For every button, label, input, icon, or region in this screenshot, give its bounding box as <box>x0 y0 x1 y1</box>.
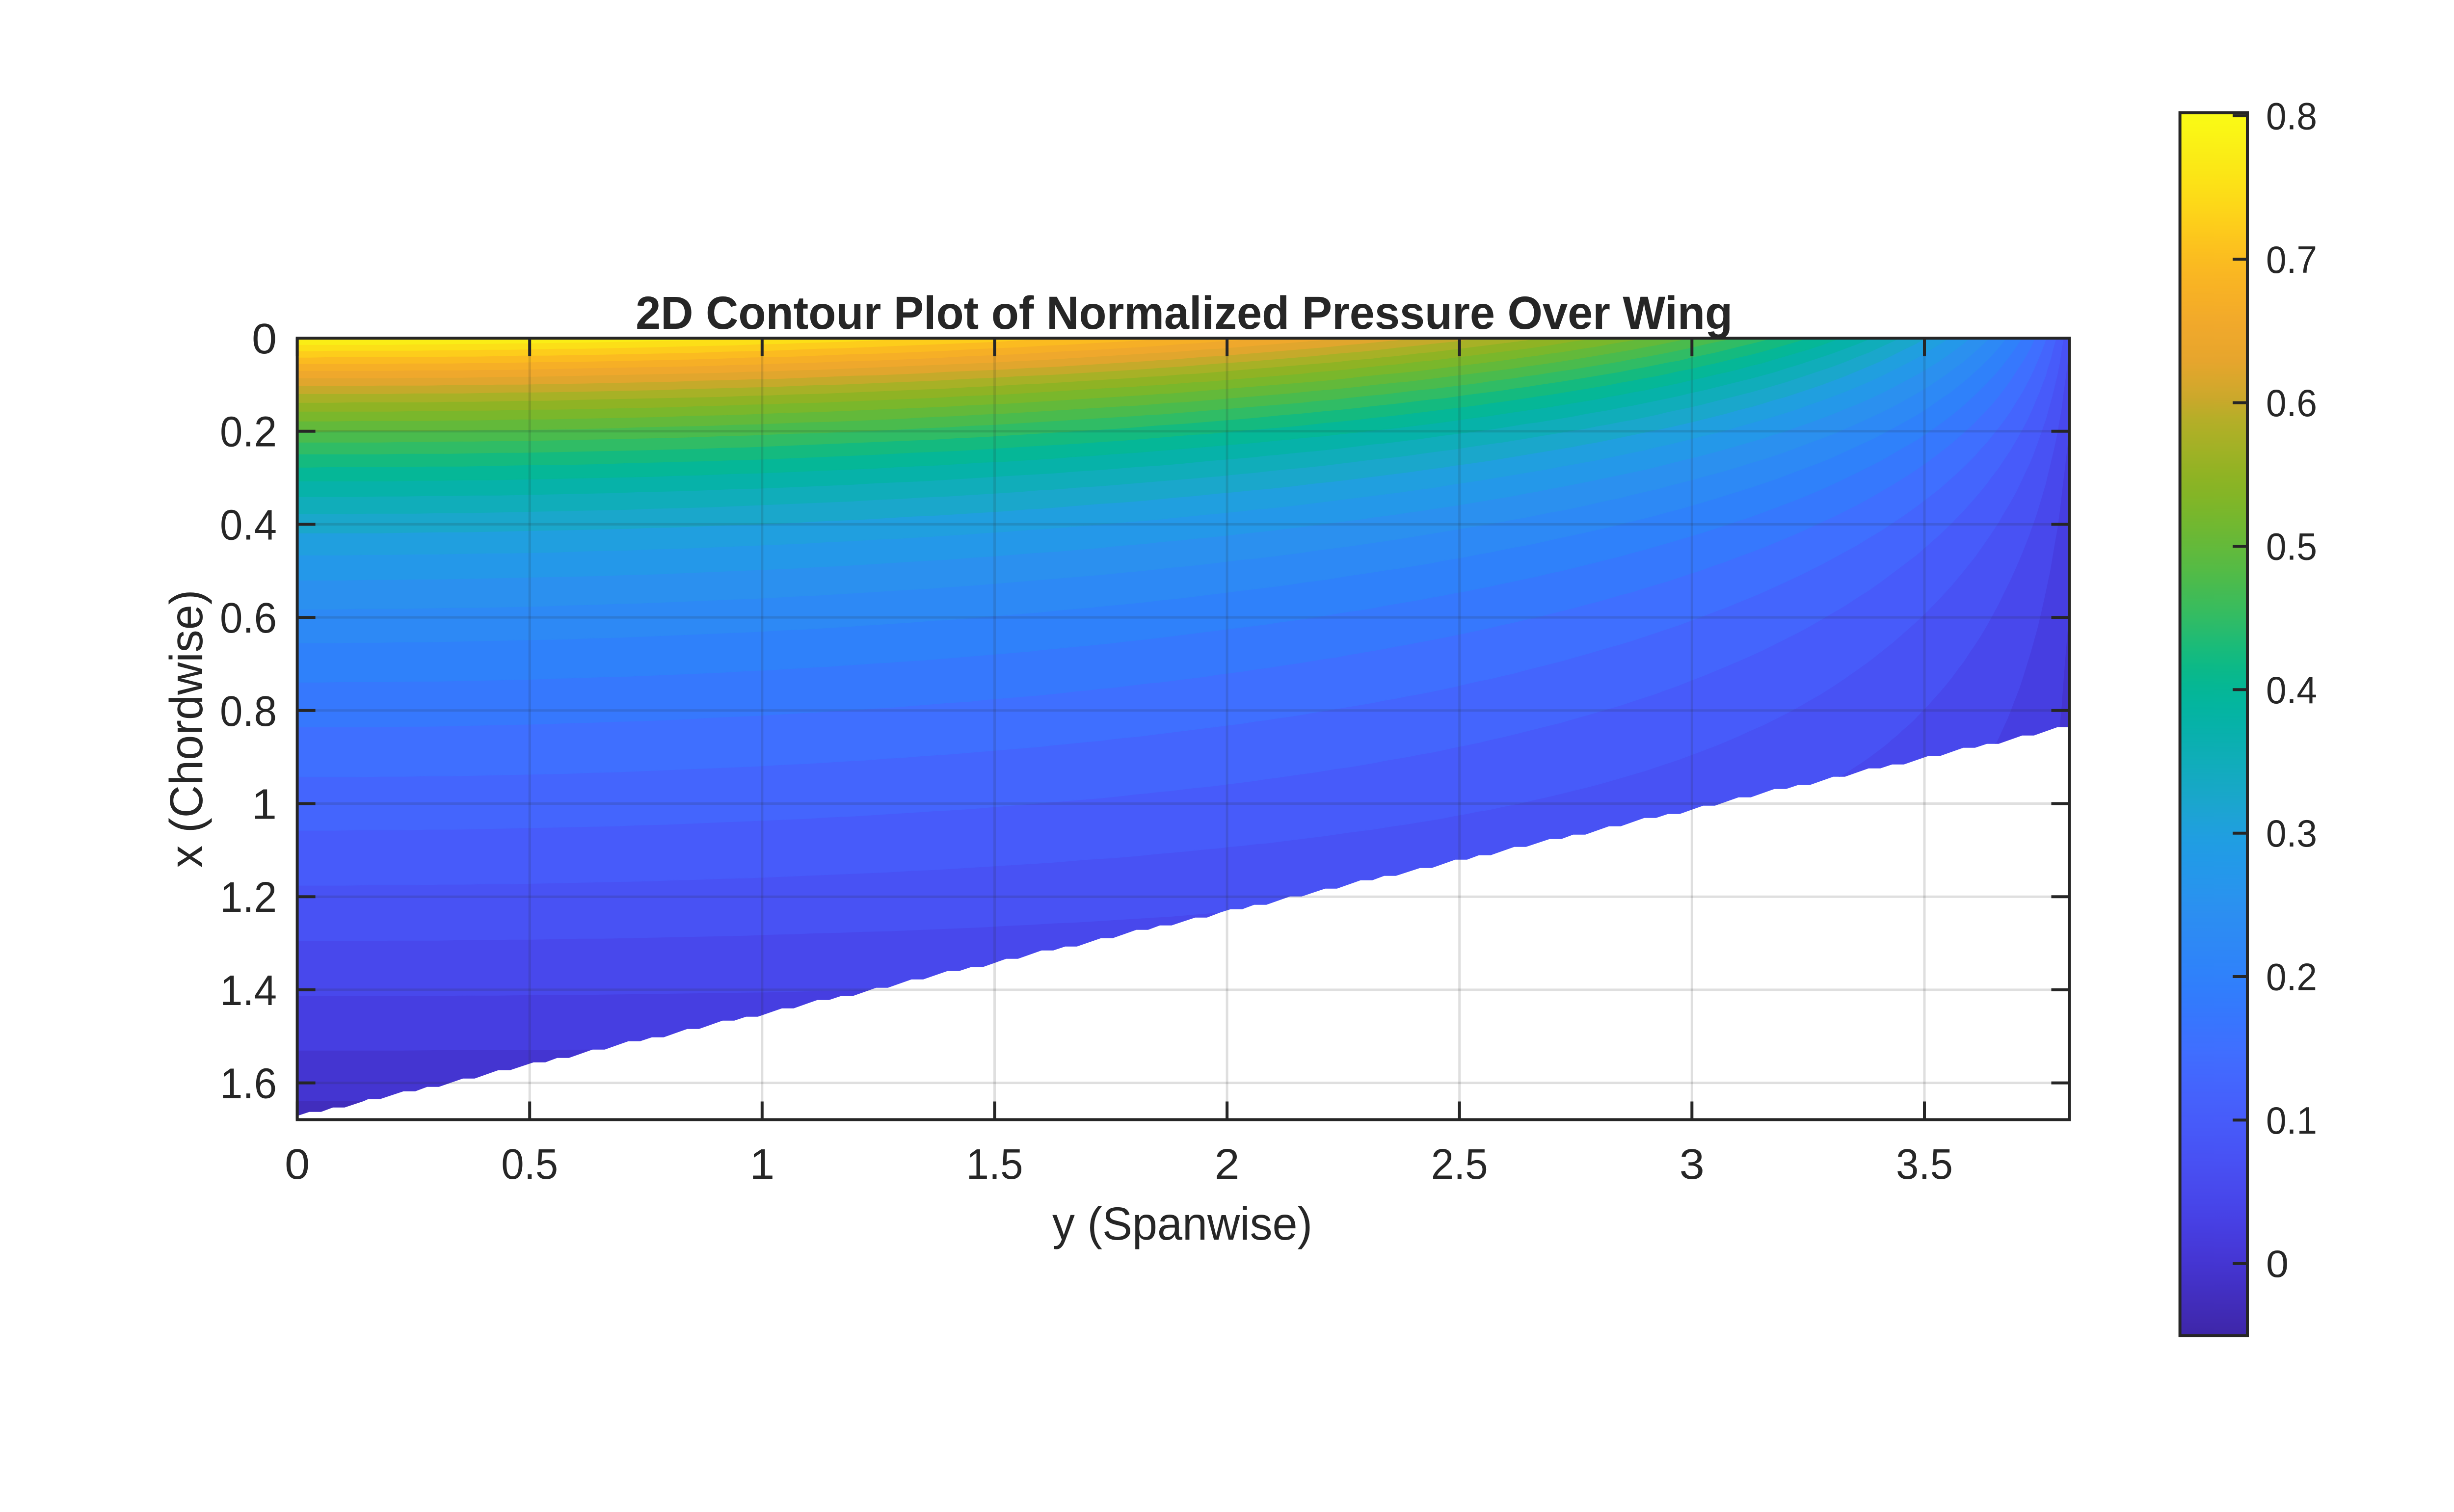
svg-text:3.5: 3.5 <box>1896 1141 1953 1188</box>
svg-text:2.5: 2.5 <box>1431 1141 1488 1188</box>
svg-text:1.6: 1.6 <box>220 1060 277 1108</box>
svg-text:0: 0 <box>285 1141 310 1188</box>
svg-text:0.8: 0.8 <box>220 688 277 735</box>
svg-text:0: 0 <box>2266 1243 2289 1285</box>
svg-text:1.4: 1.4 <box>220 967 277 1014</box>
svg-text:0.3: 0.3 <box>2266 813 2317 855</box>
svg-text:1.2: 1.2 <box>220 874 277 921</box>
svg-text:3: 3 <box>1680 1141 1705 1188</box>
svg-text:1: 1 <box>252 781 277 828</box>
svg-text:0.1: 0.1 <box>2266 1100 2317 1142</box>
svg-text:0: 0 <box>252 315 277 363</box>
svg-text:0.6: 0.6 <box>220 594 277 642</box>
svg-text:0.4: 0.4 <box>220 501 277 549</box>
svg-text:0.8: 0.8 <box>2266 95 2317 137</box>
svg-text:0.6: 0.6 <box>2266 382 2317 424</box>
svg-text:1.5: 1.5 <box>966 1141 1023 1188</box>
svg-text:y (Spanwise): y (Spanwise) <box>1052 1198 1312 1250</box>
svg-text:0.5: 0.5 <box>501 1141 558 1188</box>
svg-text:2D Contour Plot of Normalized: 2D Contour Plot of Normalized Pressure O… <box>636 287 1733 339</box>
svg-text:x (Chordwise): x (Chordwise) <box>160 590 213 868</box>
svg-text:0.5: 0.5 <box>2266 526 2317 568</box>
svg-text:0.2: 0.2 <box>220 408 277 456</box>
svg-text:1: 1 <box>749 1141 774 1188</box>
svg-text:2: 2 <box>1215 1141 1240 1188</box>
svg-text:0.4: 0.4 <box>2266 669 2317 712</box>
svg-text:0.2: 0.2 <box>2266 956 2317 999</box>
svg-text:0.7: 0.7 <box>2266 239 2317 281</box>
